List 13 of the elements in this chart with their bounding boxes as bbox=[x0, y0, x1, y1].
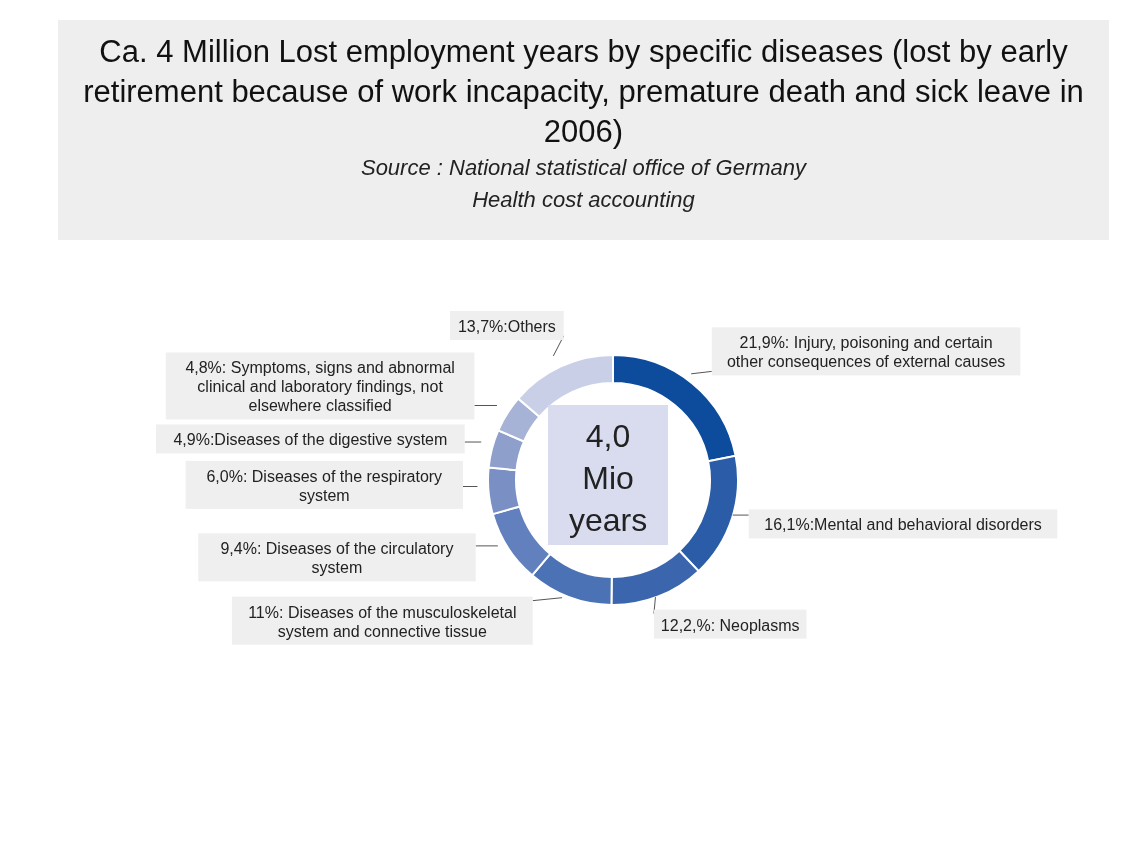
slice-label: 4,9%:Diseases of the digestive system bbox=[173, 431, 448, 449]
slice-label: 9,4%: Diseases of the circulatory system bbox=[220, 540, 454, 577]
slice-label: 11%: Diseases of the musculoskeletal system and connective tissue bbox=[248, 603, 517, 640]
text: Health cost accounting bbox=[471, 186, 696, 214]
slice-label: 4,8%: Symptoms, signs and abnormal clinical and laboratory findings, not elsewhere classified bbox=[185, 359, 455, 415]
source-note: Source : National statistical office of Germany bbox=[359, 154, 808, 182]
slice-label: 16,1%:Mental and behavioral disorders bbox=[764, 516, 1042, 534]
chart-title: Ca. 4 Million Lost employment years by specific diseases (lost by early retirement because of work incapacity, premature death and sick leave in 2006) bbox=[82, 33, 1085, 151]
slice-label: 13,7%:Others bbox=[457, 317, 556, 335]
slice-label: 21,9%: Injury, poisoning and certain other consequences of external causes bbox=[726, 334, 1006, 371]
text: 4,0 Mio years bbox=[568, 418, 648, 538]
slice-label: 6,0%: Diseases of the respiratory system bbox=[206, 467, 443, 504]
slice-label: 12,2,%: Neoplasms bbox=[660, 616, 800, 634]
